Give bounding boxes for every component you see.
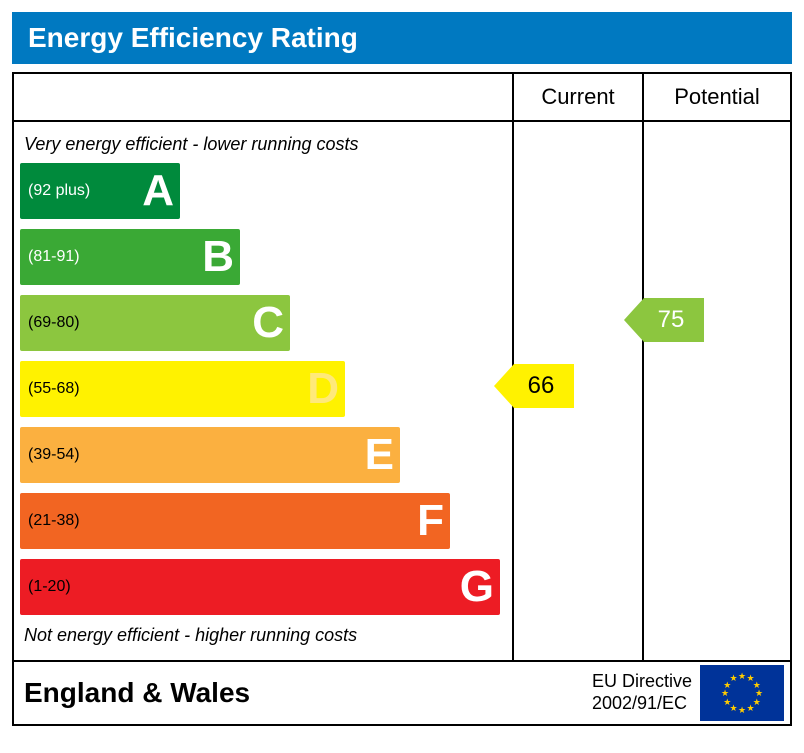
header-row: Current Potential <box>14 74 790 122</box>
eu-flag-icon: ★★★★★★★★★★★★ <box>700 665 784 721</box>
current-arrow: 66 <box>494 364 574 408</box>
band-letter: B <box>202 232 234 282</box>
band-b: (81-91) B <box>20 229 240 285</box>
band-letter: F <box>417 496 444 546</box>
current-value: 66 <box>514 364 574 408</box>
band-a: (92 plus) A <box>20 163 180 219</box>
title-bar: Energy Efficiency Rating <box>12 12 792 64</box>
note-bottom: Not energy efficient - higher running co… <box>24 625 506 646</box>
band-letter: D <box>307 364 339 414</box>
band-letter: A <box>142 166 174 216</box>
band-letter: C <box>252 298 284 348</box>
bands-host: (92 plus) A (81-91) B (69-80) C (55-68) D (39-54… <box>20 163 506 615</box>
chart-body: Very energy efficient - lower running co… <box>14 122 790 660</box>
bands-column: Very energy efficient - lower running co… <box>14 122 514 660</box>
band-f: (21-38) F <box>20 493 450 549</box>
band-letter: G <box>460 562 494 612</box>
current-column: 66 <box>514 122 644 660</box>
potential-arrow: 75 <box>624 298 704 342</box>
band-range: (39-54) <box>28 446 80 464</box>
directive-line2: 2002/91/EC <box>592 693 692 715</box>
note-top: Very energy efficient - lower running co… <box>24 134 506 155</box>
band-range: (55-68) <box>28 380 80 398</box>
chart-title: Energy Efficiency Rating <box>28 22 358 53</box>
footer-directive: EU Directive 2002/91/EC <box>592 671 700 714</box>
band-range: (21-38) <box>28 512 80 530</box>
band-range: (69-80) <box>28 314 80 332</box>
directive-line1: EU Directive <box>592 671 692 693</box>
arrow-tip-icon <box>494 364 514 408</box>
chart-frame: Current Potential Very energy efficient … <box>12 72 792 726</box>
band-d: (55-68) D <box>20 361 345 417</box>
band-range: (81-91) <box>28 248 80 266</box>
header-current: Current <box>514 74 644 120</box>
band-g: (1-20) G <box>20 559 500 615</box>
band-e: (39-54) E <box>20 427 400 483</box>
band-letter: E <box>365 430 394 480</box>
header-potential: Potential <box>644 74 790 120</box>
potential-column: 75 <box>644 122 790 660</box>
band-range: (1-20) <box>28 578 71 596</box>
potential-value: 75 <box>644 298 704 342</box>
band-range: (92 plus) <box>28 182 90 200</box>
footer-row: England & Wales EU Directive 2002/91/EC … <box>14 660 790 724</box>
arrow-tip-icon <box>624 298 644 342</box>
footer-region: England & Wales <box>14 677 592 709</box>
header-spacer <box>14 74 514 120</box>
band-c: (69-80) C <box>20 295 290 351</box>
epc-chart: Energy Efficiency Rating Current Potenti… <box>0 0 804 738</box>
